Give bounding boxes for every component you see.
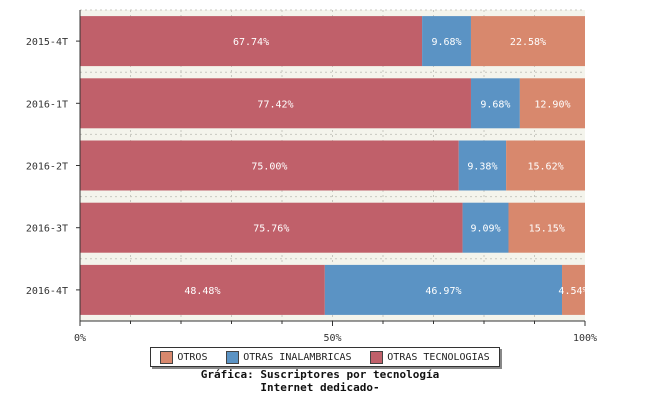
bar-segment bbox=[80, 16, 423, 67]
data-label: 15.15% bbox=[529, 224, 565, 235]
legend-item: OTROS bbox=[160, 350, 208, 364]
stacked-bar-chart: 67.74% 9.68% 22.58% 2015-4T 77.42% 9.68% 12.90… bbox=[26, 9, 597, 344]
x-tick-label: 0% bbox=[74, 333, 86, 344]
bar-segment bbox=[422, 16, 471, 67]
data-label: 75.76% bbox=[253, 224, 289, 235]
legend-item: OTRAS INALAMBRICAS bbox=[226, 350, 352, 364]
caption-line-2: Internet dedicado- bbox=[260, 381, 380, 394]
bar-segment bbox=[470, 16, 585, 67]
data-label: 9.68% bbox=[431, 37, 461, 48]
chart-legend: OTROS OTRAS INALAMBRICAS OTRAS TECNOLOGIAS bbox=[150, 347, 500, 367]
legend-item: OTRAS TECNOLOGIAS bbox=[370, 350, 490, 364]
bar-segment bbox=[80, 264, 325, 315]
bar-segment bbox=[458, 140, 507, 191]
bar-segment bbox=[80, 140, 459, 191]
legend-swatch bbox=[160, 350, 174, 364]
data-label: 9.09% bbox=[470, 224, 500, 235]
legend-label: OTROS bbox=[177, 351, 208, 363]
data-label: 9.38% bbox=[467, 162, 497, 173]
category-label: 2016-1T bbox=[26, 99, 68, 110]
category-label: 2015-4T bbox=[26, 37, 68, 48]
bar-segment bbox=[506, 140, 585, 191]
data-label: 4.54% bbox=[558, 286, 588, 297]
data-label: 12.90% bbox=[534, 99, 570, 110]
data-label: 75.00% bbox=[251, 162, 287, 173]
bar-segment bbox=[508, 202, 585, 253]
category-label: 2016-4T bbox=[26, 286, 68, 297]
legend-swatch bbox=[370, 350, 384, 364]
data-label: 67.74% bbox=[233, 37, 269, 48]
bar-segment bbox=[562, 264, 585, 315]
legend-swatch bbox=[226, 350, 240, 364]
data-label: 15.62% bbox=[527, 162, 563, 173]
bar-segment bbox=[519, 78, 585, 129]
bar-segment bbox=[324, 264, 563, 315]
caption-line-1: Gráfica: Suscriptores por tecnología bbox=[200, 368, 440, 381]
data-label: 48.48% bbox=[184, 286, 220, 297]
data-label: 46.97% bbox=[425, 286, 461, 297]
bar-segment bbox=[462, 202, 509, 253]
legend-label: OTRAS TECNOLOGIAS bbox=[387, 351, 490, 363]
x-tick-label: 100% bbox=[573, 333, 597, 344]
bar-segment bbox=[80, 202, 463, 253]
category-label: 2016-2T bbox=[26, 162, 68, 173]
category-label: 2016-3T bbox=[26, 224, 68, 235]
data-label: 77.42% bbox=[257, 99, 293, 110]
data-label: 22.58% bbox=[510, 37, 546, 48]
bar-segment bbox=[80, 78, 471, 129]
data-label: 9.68% bbox=[480, 99, 510, 110]
legend-label: OTRAS INALAMBRICAS bbox=[243, 351, 352, 363]
chart-caption: Gráfica: Suscriptores por tecnología Int… bbox=[0, 368, 640, 394]
x-tick-label: 50% bbox=[323, 333, 341, 344]
bar-segment bbox=[470, 78, 520, 129]
